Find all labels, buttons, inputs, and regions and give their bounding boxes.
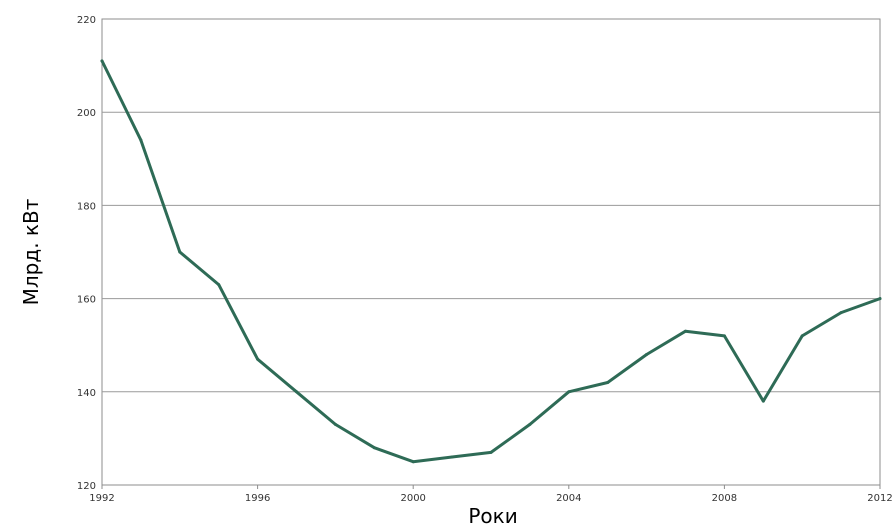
data-point xyxy=(333,422,337,426)
data-point xyxy=(800,334,804,338)
data-point xyxy=(411,460,415,464)
x-tick-label: 2008 xyxy=(712,493,737,504)
data-point xyxy=(217,283,221,287)
y-tick-label: 120 xyxy=(77,481,96,492)
data-point xyxy=(761,399,765,403)
data-point xyxy=(528,422,532,426)
y-tick-label: 160 xyxy=(77,295,96,306)
gridlines xyxy=(102,111,880,393)
data-point xyxy=(684,329,687,333)
data-point xyxy=(567,390,571,394)
x-axis-ticks: 1992 1996 2000 2004 2008 2012 xyxy=(89,485,892,504)
x-tick-label: 2004 xyxy=(556,493,581,504)
plot-area xyxy=(101,18,881,486)
data-point xyxy=(256,357,260,361)
x-tick-label: 1992 xyxy=(89,493,114,504)
y-tick-label: 140 xyxy=(77,388,96,399)
data-point xyxy=(372,446,376,450)
data-point xyxy=(606,380,610,384)
data-point xyxy=(489,450,493,454)
y-tick-label: 180 xyxy=(77,201,96,212)
y-tick-label: 220 xyxy=(77,15,96,26)
data-point xyxy=(450,455,454,459)
x-tick-label: 2012 xyxy=(867,493,892,504)
data-point xyxy=(878,297,882,301)
data-point xyxy=(722,334,726,338)
data-point xyxy=(139,138,143,142)
data-point xyxy=(295,390,298,394)
x-axis-title: Роки xyxy=(468,504,517,528)
y-axis-title: Млрд. кВт xyxy=(19,198,43,305)
y-tick-label: 200 xyxy=(77,108,96,119)
data-point xyxy=(645,353,649,357)
data-point xyxy=(178,250,182,254)
plot-frame xyxy=(101,18,881,486)
x-tick-label: 1996 xyxy=(245,493,270,504)
data-point xyxy=(839,311,843,315)
series-group xyxy=(100,59,882,464)
x-tick-label: 2000 xyxy=(400,493,425,504)
y-axis-ticks: 120 140 160 180 200 220 xyxy=(77,15,96,492)
data-point xyxy=(100,59,104,63)
